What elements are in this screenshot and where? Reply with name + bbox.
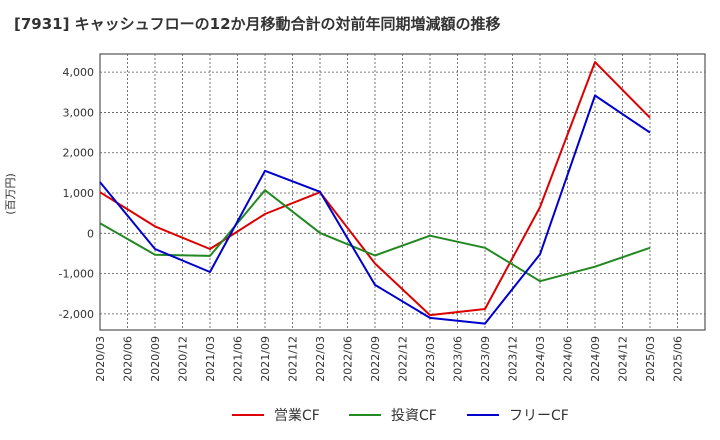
- x-tick-label: 2023/06: [452, 336, 465, 382]
- x-tick-label: 2023/03: [424, 336, 437, 382]
- x-tick-label: 2022/06: [342, 336, 355, 382]
- legend-label: 投資CF: [391, 408, 437, 424]
- x-tick-label: 2025/03: [644, 336, 657, 382]
- series-line: [99, 61, 651, 317]
- x-tick-label: 2023/09: [479, 336, 492, 382]
- chart-title: [7931] キャッシュフローの12か月移動合計の対前年同期増減額の推移: [14, 15, 501, 33]
- x-tick-label: 2020/09: [149, 336, 162, 382]
- series-line: [99, 94, 651, 325]
- x-tick-label: 2022/09: [369, 336, 382, 382]
- x-tick-label: 2024/12: [617, 336, 630, 382]
- legend-label: フリーCF: [509, 408, 569, 424]
- x-tick-label: 2022/03: [314, 336, 327, 382]
- series-line: [99, 189, 651, 283]
- y-tick-label: 4,000: [63, 66, 95, 79]
- x-tick-label: 2024/06: [562, 336, 575, 382]
- y-axis-label: (百万円): [4, 173, 17, 215]
- x-axis-ticks: 2020/03 2020/06 2020/09 2020/12 2021/03 2021/…: [94, 336, 685, 382]
- y-tick-label: 0: [87, 227, 94, 240]
- y-tick-label: -1,000: [59, 268, 94, 281]
- x-tick-label: 2020/03: [94, 336, 107, 382]
- series-lines: [99, 61, 651, 325]
- grid-lines: [100, 54, 705, 330]
- x-tick-label: 2024/03: [534, 336, 547, 382]
- legend: 営業CF 投資CF フリーCF: [232, 408, 569, 424]
- y-axis-ticks: 4,000 3,000 2,000 1,000 0 -1,000 -2,000: [59, 66, 94, 321]
- legend-label: 営業CF: [274, 408, 320, 424]
- x-tick-label: 2020/12: [177, 336, 190, 382]
- x-tick-label: 2021/03: [204, 336, 217, 382]
- x-tick-label: 2024/09: [589, 336, 602, 382]
- y-tick-label: 2,000: [63, 147, 95, 160]
- x-tick-label: 2021/06: [232, 336, 245, 382]
- x-tick-label: 2021/09: [259, 336, 272, 382]
- x-tick-label: 2020/06: [122, 336, 135, 382]
- y-tick-label: 3,000: [63, 106, 95, 119]
- x-tick-label: 2023/12: [507, 336, 520, 382]
- x-tick-label: 2022/12: [397, 336, 410, 382]
- y-tick-label: 1,000: [63, 187, 95, 200]
- x-tick-label: 2021/12: [287, 336, 300, 382]
- x-tick-label: 2025/06: [672, 336, 685, 382]
- y-tick-label: -2,000: [59, 308, 94, 321]
